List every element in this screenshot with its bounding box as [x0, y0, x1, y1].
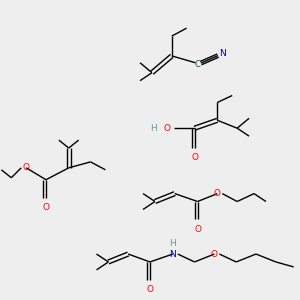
- Text: O: O: [146, 285, 154, 294]
- Text: C: C: [195, 60, 200, 69]
- Text: H: H: [169, 238, 176, 247]
- Text: O: O: [214, 189, 221, 198]
- Text: O: O: [23, 163, 30, 172]
- Text: O: O: [43, 203, 50, 212]
- Text: O: O: [163, 124, 170, 133]
- Text: H: H: [151, 124, 157, 133]
- Text: O: O: [211, 250, 218, 259]
- Text: O: O: [191, 153, 198, 162]
- Text: N: N: [219, 50, 226, 58]
- Text: N: N: [169, 250, 176, 259]
- Text: O: O: [194, 225, 201, 234]
